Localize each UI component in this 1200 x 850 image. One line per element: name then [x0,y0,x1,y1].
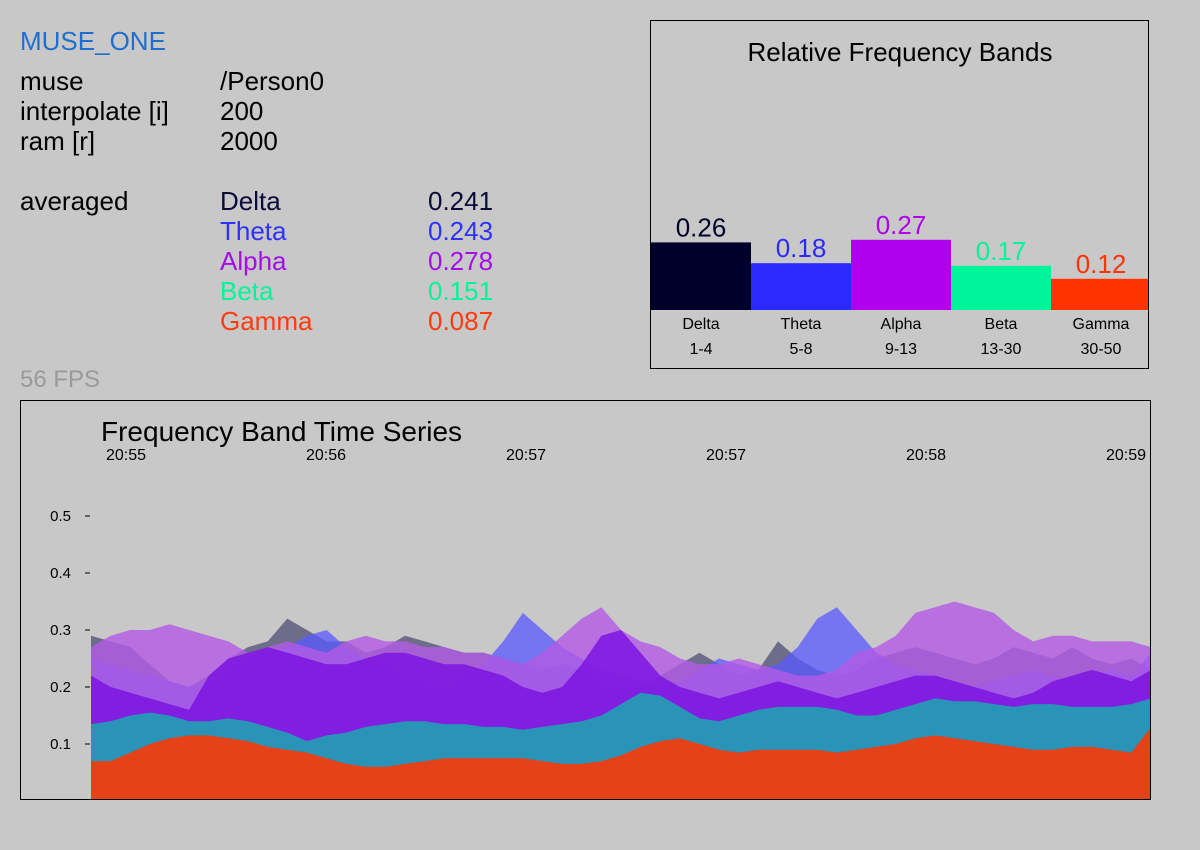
app-title: MUSE_ONE [20,26,166,56]
bar-value-label-beta: 0.17 [976,236,1027,266]
bar-category-label-beta: Beta [985,316,1018,333]
time-series-panel: Frequency Band Time Series 20:55 20:56 20:5… [20,400,1151,800]
info-label-ram: ram [r] [20,126,96,156]
bar-gamma [1051,278,1148,310]
y-tick-label: 0.3 [50,622,71,639]
time-tick-label: 20:55 [106,447,146,464]
band-area-series-5 [91,728,1150,799]
bar-value-label-gamma: 0.12 [1076,249,1127,279]
info-value-interpolate: 200 [220,96,264,126]
bar-range-label-beta: 13-30 [981,341,1022,358]
info-value-muse: /Person0 [220,66,325,96]
time-tick-label: 20:57 [506,447,546,464]
bar-range-label-theta: 5-8 [789,341,812,358]
time-tick-label: 20:59 [1106,447,1146,464]
bar-range-label-alpha: 9-13 [885,341,917,358]
averaged-band-theta-value: 0.243 [428,216,494,246]
bar-category-label-theta: Theta [781,316,822,333]
info-label-muse: muse [20,66,84,96]
time-tick-label: 20:57 [706,447,746,464]
info-value-ram: 2000 [220,126,278,156]
averaged-band-alpha-value: 0.278 [428,246,494,276]
averaged-band-theta-name: Theta [220,216,287,246]
averaged-band-gamma-name: Gamma [220,306,313,336]
bar-range-label-delta: 1-4 [689,341,712,358]
averaged-band-beta-value: 0.151 [428,276,494,306]
fps-counter: 56 FPS [20,366,101,393]
y-tick-label: 0.4 [50,565,71,582]
bar-range-label-gamma: 30-50 [1081,341,1122,358]
bar-category-label-gamma: Gamma [1073,316,1130,333]
bar-category-label-alpha: Alpha [881,316,922,333]
bar-beta [951,265,1051,310]
bar-delta [651,242,751,310]
averaged-band-gamma-value: 0.087 [428,306,494,336]
time-series-title: Frequency Band Time Series [101,416,462,447]
bands-chart-title: Relative Frequency Bands [748,37,1053,67]
bar-value-label-delta: 0.26 [676,212,727,242]
averaged-label: averaged [20,186,129,216]
time-tick-label: 20:58 [906,447,946,464]
bar-value-label-theta: 0.18 [776,233,827,263]
averaged-band-beta-name: Beta [220,276,274,306]
bar-category-label-delta: Delta [682,316,719,333]
averaged-band-delta-name: Delta [220,186,281,216]
averaged-band-delta-value: 0.241 [428,186,494,216]
bar-alpha [851,239,951,310]
y-tick-label: 0.1 [50,736,71,753]
averaged-band-alpha-name: Alpha [220,246,287,276]
y-tick-label: 0.5 [50,508,71,525]
relative-frequency-bands-chart: Relative Frequency Bands 0.26 Delta 1-4 0.18… [651,37,1148,358]
bar-value-label-alpha: 0.27 [876,210,927,240]
relative-frequency-bands-panel: Relative Frequency Bands 0.26 Delta 1-4 0.18… [650,20,1149,369]
time-tick-label: 20:56 [306,447,346,464]
y-tick-label: 0.2 [50,679,71,696]
info-label-interpolate: interpolate [i] [20,96,169,126]
bar-theta [751,263,851,310]
